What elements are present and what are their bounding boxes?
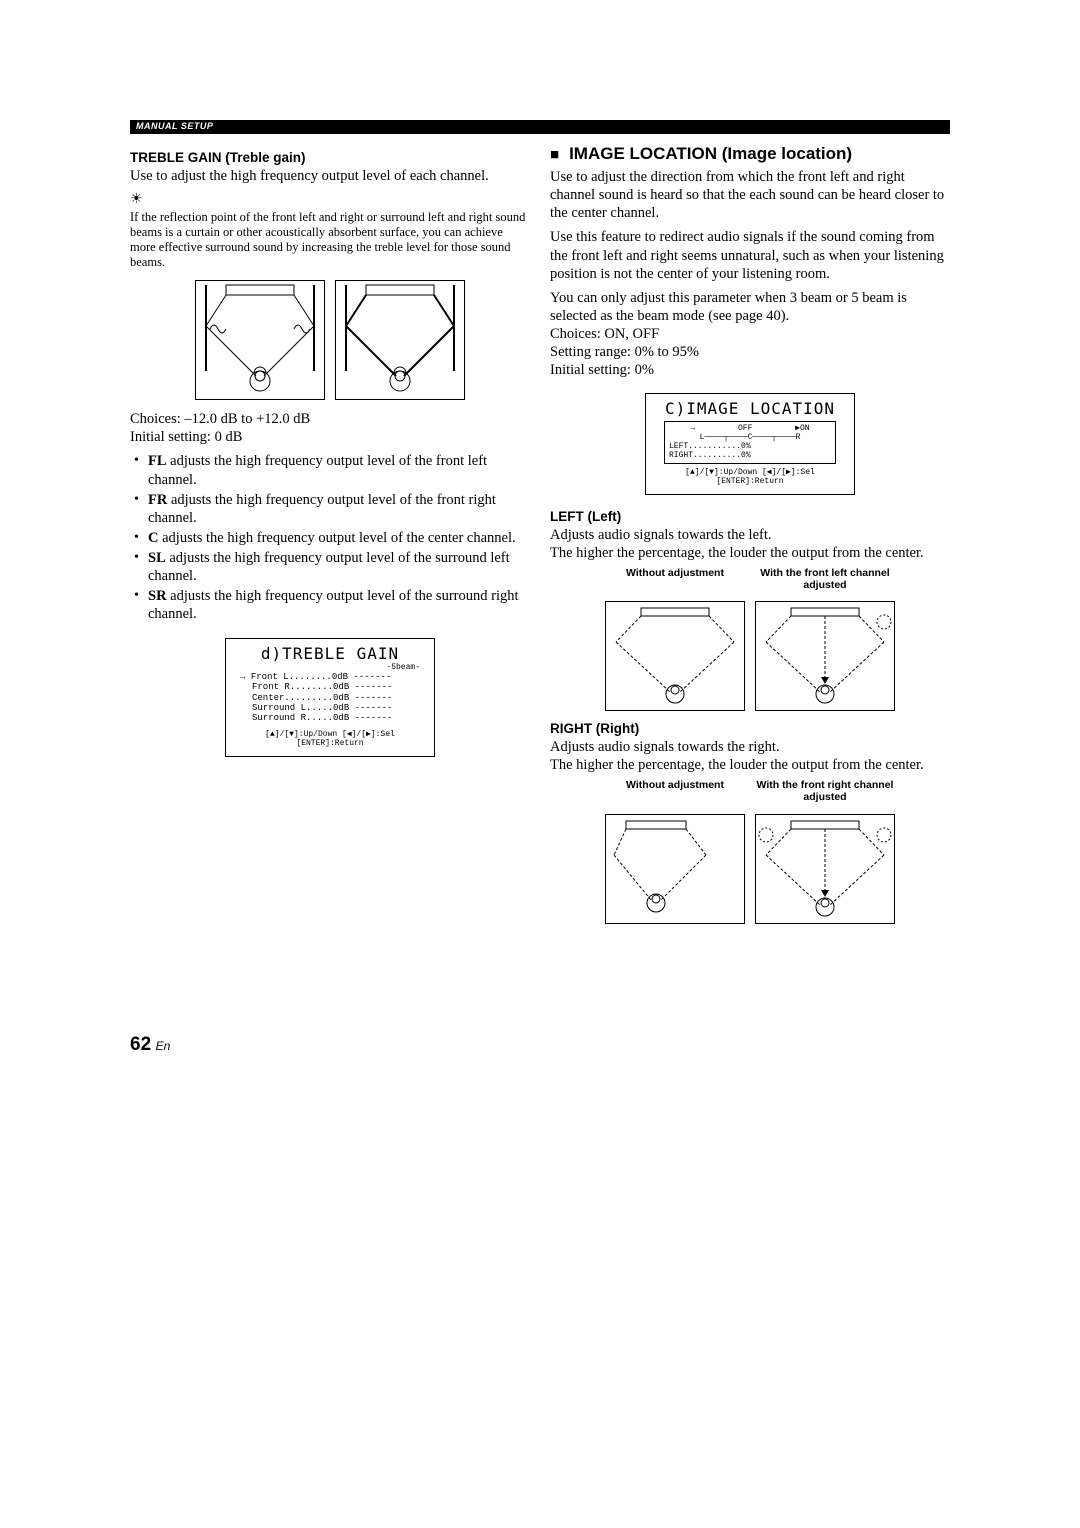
treble-initial: Initial setting: 0 dB: [130, 428, 530, 446]
left-p1: Adjusts audio signals towards the left.: [550, 526, 950, 544]
treble-diagrams: [130, 280, 530, 400]
right-subheading: RIGHT (Right): [550, 721, 950, 736]
treble-diagram-2: [335, 280, 465, 400]
left-p2: The higher the percentage, the louder th…: [550, 544, 950, 562]
lcd-l5: Surround R.....0dB -------: [252, 713, 392, 723]
lcd-corner: -5beam-: [234, 663, 420, 672]
sl-code: SL: [148, 550, 166, 566]
right-diagrams: [550, 814, 950, 924]
label-without-2: Without adjustment: [605, 780, 745, 803]
sr-text: adjusts the high frequency output level …: [148, 588, 519, 622]
right-p2: The higher the percentage, the louder th…: [550, 756, 950, 774]
treble-list: FL adjusts the high frequency output lev…: [134, 452, 530, 623]
bullet-sr: SR adjusts the high frequency output lev…: [134, 587, 530, 623]
lcd-l2: Front R........0dB -------: [252, 682, 392, 692]
left-subheading: LEFT (Left): [550, 509, 950, 524]
page-number: 62: [130, 1034, 151, 1055]
content-columns: TREBLE GAIN (Treble gain) Use to adjust …: [130, 144, 950, 934]
left-column: TREBLE GAIN (Treble gain) Use to adjust …: [130, 144, 530, 934]
label-with-right: With the front right channel adjusted: [755, 780, 895, 803]
lcd-nav1: [▲]/[▼]:Up/Down [◀]/[▶]:Sel: [265, 730, 395, 739]
lcd-scale-l: L: [700, 433, 705, 442]
image-lcd-title: C)IMAGE LOCATION: [654, 400, 846, 418]
treble-lcd-title: d)TREBLE GAIN: [234, 645, 426, 663]
tip-icon: ☀: [130, 191, 530, 208]
right-diagram-without: [605, 814, 745, 924]
fr-text: adjusts the high frequency output level …: [148, 492, 496, 526]
lcd-nav2: [ENTER]:Return: [296, 739, 363, 748]
left-diagram-without: [605, 601, 745, 711]
lcd-scale-r: R: [796, 433, 801, 442]
lcd-l1: Front L........0dB -------: [251, 672, 391, 682]
bullet-fr: FR adjusts the high frequency output lev…: [134, 491, 530, 527]
left-diagram-with: [755, 601, 895, 711]
lcd-l3: Center.........0dB -------: [252, 693, 392, 703]
lcd-right-val: RIGHT..........0%: [669, 451, 831, 460]
image-lcd: C)IMAGE LOCATION → OFF ▶ON L────┬────C──…: [645, 393, 855, 495]
lcd-nav2b: [ENTER]:Return: [716, 477, 783, 486]
lcd-cursor: →: [240, 672, 251, 682]
right-column: IMAGE LOCATION (Image location) Use to a…: [550, 144, 950, 934]
image-heading: IMAGE LOCATION (Image location): [550, 144, 950, 164]
left-diagrams: [550, 601, 950, 711]
treble-intro: Use to adjust the high frequency output …: [130, 167, 530, 185]
sr-code: SR: [148, 588, 167, 604]
header-bar: MANUAL SETUP: [130, 120, 950, 134]
treble-lcd: d)TREBLE GAIN -5beam- → Front L........0…: [225, 638, 435, 758]
lcd-scale-c: C: [748, 433, 753, 442]
image-initial: Initial setting: 0%: [550, 361, 950, 379]
page-footer: 62 En: [130, 1034, 950, 1056]
fl-text: adjusts the high frequency output level …: [148, 453, 487, 487]
lcd-off: OFF: [738, 424, 752, 433]
right-p1: Adjusts audio signals towards the right.: [550, 738, 950, 756]
right-diagram-labels: Without adjustment With the front right …: [550, 780, 950, 803]
label-with-left: With the front left channel adjusted: [755, 568, 895, 591]
lcd-on: ▶ON: [795, 424, 809, 433]
left-diagram-labels: Without adjustment With the front left c…: [550, 568, 950, 591]
treble-note: If the reflection point of the front lef…: [130, 210, 530, 270]
right-diagram-with: [755, 814, 895, 924]
treble-diagram-1: [195, 280, 325, 400]
lcd-left-val: LEFT...........0%: [669, 442, 831, 451]
treble-heading: TREBLE GAIN (Treble gain): [130, 150, 530, 165]
bullet-c: C adjusts the high frequency output leve…: [134, 529, 530, 547]
bullet-sl: SL adjusts the high frequency output lev…: [134, 549, 530, 585]
lcd-nav1b: [▲]/[▼]:Up/Down [◀]/[▶]:Sel: [685, 468, 815, 477]
treble-choices: Choices: –12.0 dB to +12.0 dB: [130, 410, 530, 428]
label-without-1: Without adjustment: [605, 568, 745, 591]
page-lang: En: [156, 1039, 171, 1053]
sl-text: adjusts the high frequency output level …: [148, 550, 510, 584]
c-code: C: [148, 530, 158, 546]
fl-code: FL: [148, 453, 167, 469]
image-p2: Use this feature to redirect audio signa…: [550, 228, 950, 282]
c-text: adjusts the high frequency output level …: [158, 530, 515, 546]
fr-code: FR: [148, 492, 167, 508]
image-choices: Choices: ON, OFF: [550, 325, 950, 343]
lcd-l4: Surround L.....0dB -------: [252, 703, 392, 713]
bullet-fl: FL adjusts the high frequency output lev…: [134, 452, 530, 488]
image-p1: Use to adjust the direction from which t…: [550, 168, 950, 222]
image-p3: You can only adjust this parameter when …: [550, 289, 950, 325]
image-range: Setting range: 0% to 95%: [550, 343, 950, 361]
header-label: MANUAL SETUP: [136, 121, 213, 131]
image-lcd-inner: → OFF ▶ON L────┬────C────┬────R LEFT....…: [664, 421, 836, 464]
